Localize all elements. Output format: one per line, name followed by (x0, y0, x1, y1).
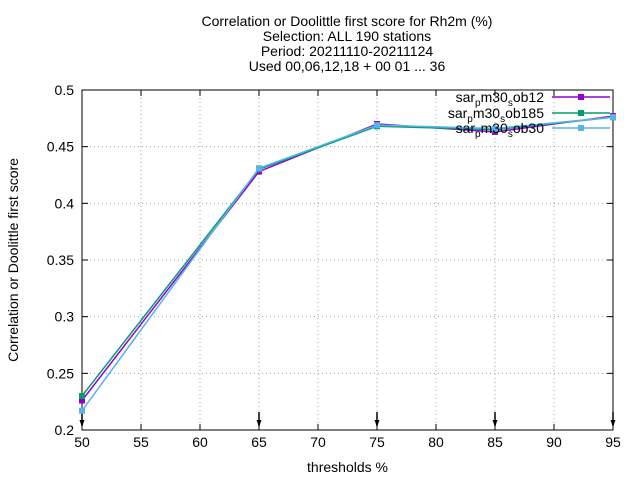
y-tick-label: 0.3 (55, 309, 75, 325)
x-tick-label: 95 (605, 434, 621, 450)
data-point (79, 397, 85, 404)
x-tick-label: 60 (192, 434, 208, 450)
title-line: Used 00,06,12,18 + 00 01 ... 36 (249, 58, 446, 74)
data-point (79, 407, 85, 414)
y-tick-label: 0.4 (55, 195, 75, 211)
data-point (374, 122, 380, 129)
legend-label: sarpm30sob12 (456, 89, 545, 109)
x-axis: 50 55 60 65 70 75 80 85 90 95 (74, 90, 621, 450)
y-tick-label: 0.5 (55, 82, 75, 98)
legend-label: sarpm30sob30 (456, 120, 545, 140)
series-line (81, 115, 614, 401)
data-point (492, 125, 498, 132)
x-tick-label: 75 (369, 434, 385, 450)
data-point (256, 165, 262, 172)
chart-title: Correlation or Doolittle first score for… (202, 13, 493, 74)
data-point (610, 114, 616, 121)
baseline-marker-head (492, 420, 498, 427)
legend-label: sarpm30sob185 (448, 105, 544, 125)
baseline-marker-head (610, 420, 616, 427)
series-line (81, 116, 614, 412)
grid (82, 90, 613, 430)
y-axis: 0.2 0.25 0.3 0.35 0.4 0.45 0.5 (47, 82, 613, 438)
title-line: Selection: ALL 190 stations (263, 28, 431, 44)
series-line (81, 116, 614, 397)
title-line: Period: 20211110-20211124 (261, 43, 434, 59)
x-tick-label: 90 (546, 434, 562, 450)
baseline-marker-head (374, 420, 380, 427)
data-point (79, 393, 85, 399)
x-tick-label: 50 (74, 434, 90, 450)
y-tick-label: 0.2 (55, 422, 75, 438)
y-axis-label: Correlation or Doolittle first score (5, 158, 21, 362)
x-tick-label: 65 (251, 434, 267, 450)
y-tick-label: 0.25 (47, 365, 74, 381)
legend-swatch-point (578, 94, 584, 100)
x-tick-label: 85 (487, 434, 503, 450)
y-tick-label: 0.45 (47, 139, 74, 155)
legend-swatch-point (578, 110, 584, 116)
x-tick-label: 80 (428, 434, 444, 450)
legend-swatch-point (578, 125, 584, 131)
y-tick-label: 0.35 (47, 252, 74, 268)
baseline-marker-head (79, 420, 85, 427)
x-axis-label: thresholds % (307, 459, 388, 475)
plot-frame (81, 89, 614, 431)
x-tick-label: 55 (133, 434, 149, 450)
baseline-marker-head (256, 420, 262, 427)
series (79, 113, 616, 414)
x-tick-label: 70 (310, 434, 326, 450)
baseline-markers (79, 412, 616, 427)
title-line: Correlation or Doolittle first score for… (202, 13, 493, 29)
